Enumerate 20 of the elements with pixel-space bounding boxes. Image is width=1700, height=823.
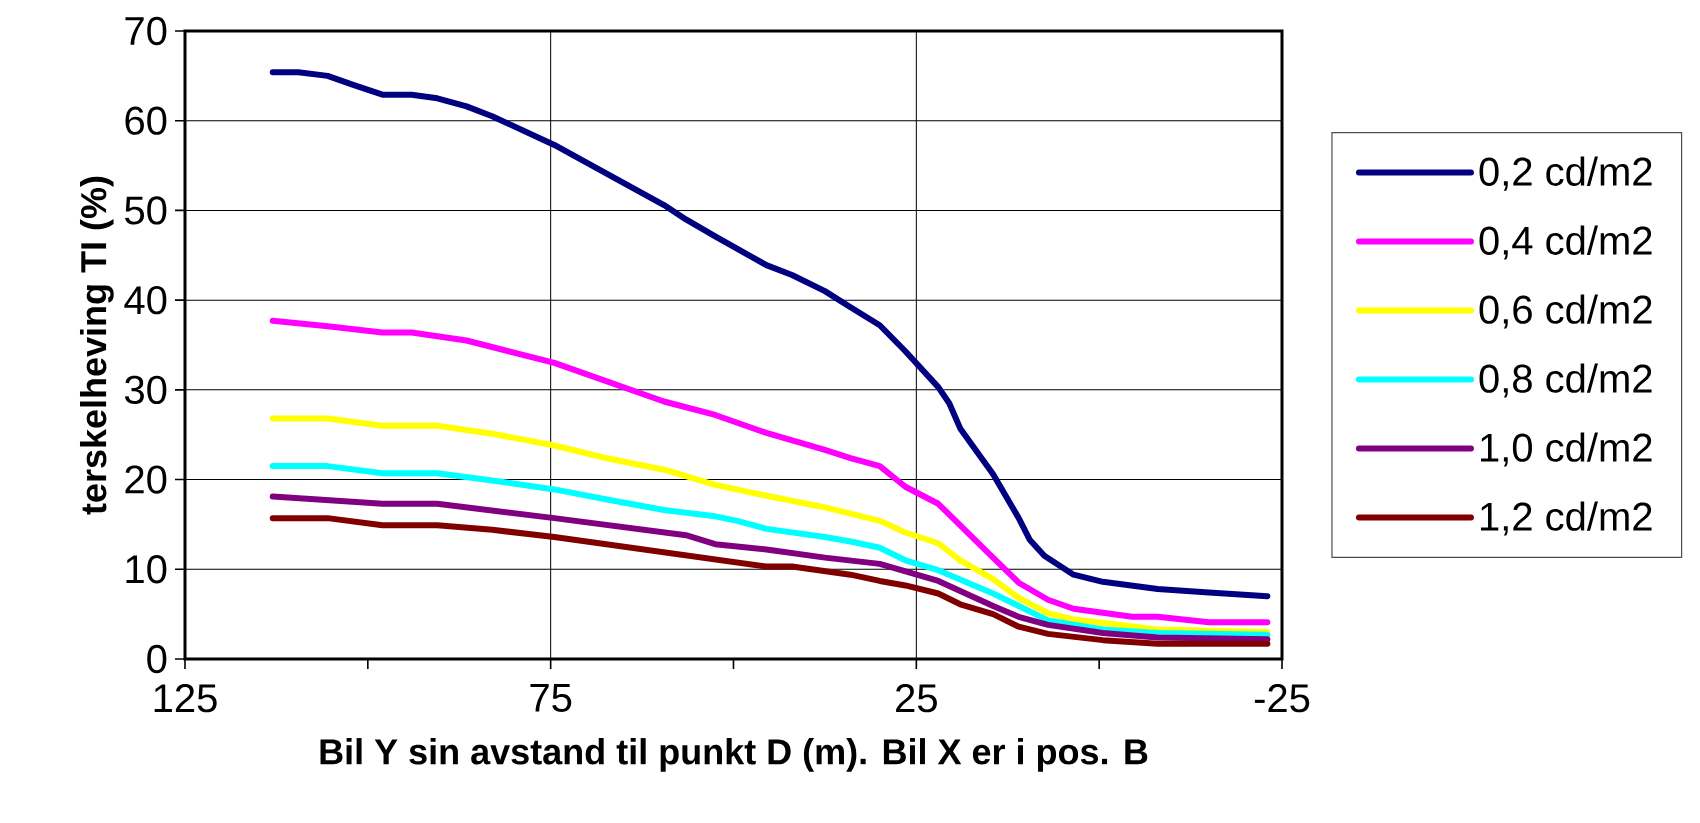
y-tick-label: 0 bbox=[147, 644, 167, 674]
legend-label: 1,2 cd/m2 bbox=[1481, 501, 1652, 536]
y-tick-label: 30 bbox=[124, 375, 167, 404]
legend-label: 1,0 cd/m2 bbox=[1481, 432, 1652, 467]
y-tick-label: 50 bbox=[125, 196, 167, 225]
y-tick-label: 10 bbox=[126, 555, 167, 584]
legend-label: 0,6 cd/m2 bbox=[1479, 294, 1652, 329]
x-tick-label: 75 bbox=[530, 684, 572, 712]
y-tick-label: 20 bbox=[125, 465, 167, 494]
y-axis-title: terskelheving TI (%) bbox=[79, 176, 114, 515]
x-axis-title: Bil Y sin avstand til punkt D (m). Bil X er i pos. B bbox=[320, 738, 1148, 772]
x-tick-label: 125 bbox=[154, 684, 217, 713]
legend-label: 0,2 cd/m2 bbox=[1479, 156, 1652, 191]
x-tick-label: -25 bbox=[1254, 684, 1310, 713]
x-tick-label: 25 bbox=[896, 684, 937, 713]
y-tick-label: 60 bbox=[125, 106, 167, 135]
y-tick-label: 40 bbox=[124, 285, 167, 315]
legend-label: 0,4 cd/m2 bbox=[1479, 225, 1652, 260]
y-tick-label: 70 bbox=[125, 16, 167, 46]
legend-label: 0,8 cd/m2 bbox=[1479, 363, 1652, 398]
